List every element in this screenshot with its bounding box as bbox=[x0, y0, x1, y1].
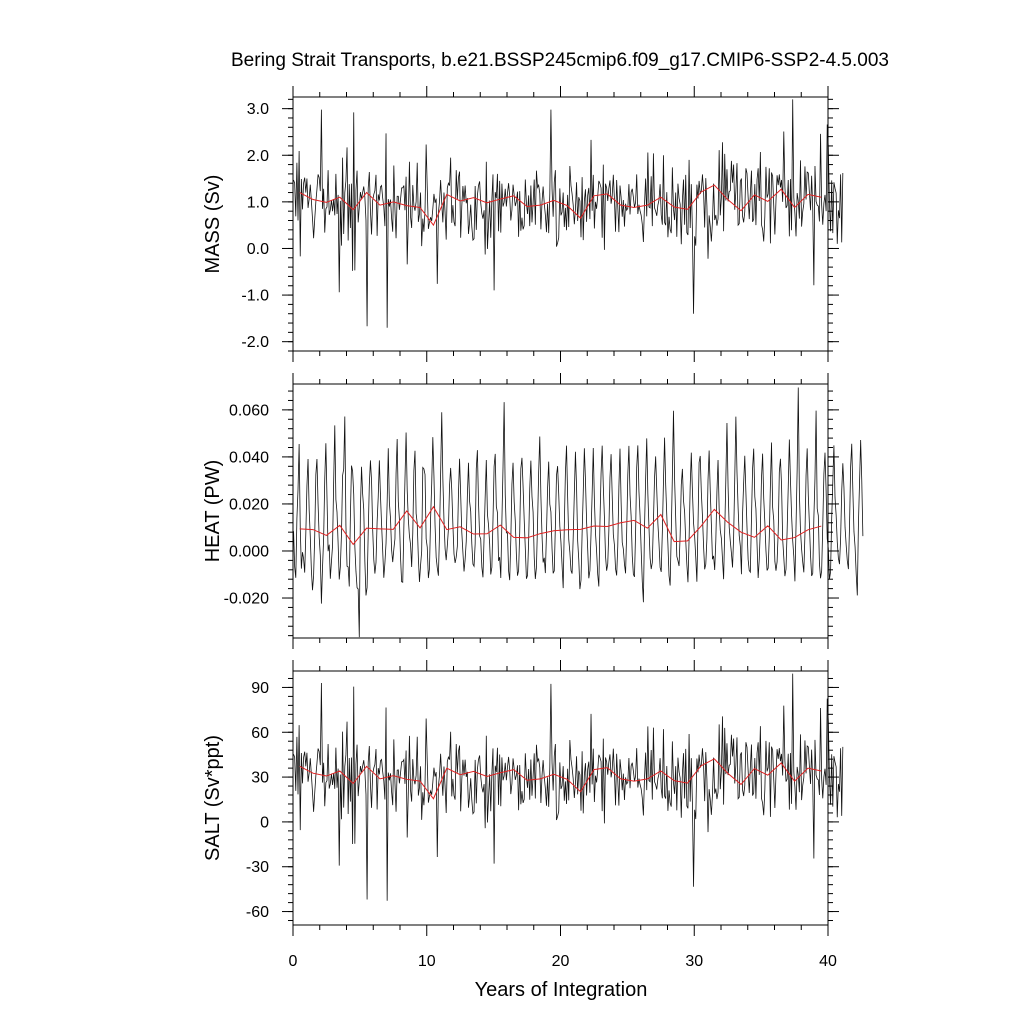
y-tick-label: -1.0 bbox=[241, 288, 269, 305]
series-annual-mean-line bbox=[299, 505, 822, 546]
series-raw-line bbox=[293, 99, 844, 328]
y-tick-label: 3.0 bbox=[247, 101, 269, 118]
x-tick-label: 0 bbox=[289, 953, 298, 970]
y-tick-label: 30 bbox=[251, 770, 269, 787]
x-tick-label: 40 bbox=[819, 953, 837, 970]
y-axis-label: HEAT (PW) bbox=[202, 460, 224, 563]
y-tick-label: 0.000 bbox=[229, 543, 269, 560]
panel-3: 90 60 30 0 -30 -60 SALT (Sv*ppt) bbox=[202, 660, 844, 936]
x-axis-label: Years of Integration bbox=[475, 979, 648, 1001]
y-tick-label: -0.020 bbox=[224, 591, 269, 608]
series-raw-line bbox=[293, 673, 844, 901]
x-tick-label: 10 bbox=[418, 953, 436, 970]
y-tick-label: -30 bbox=[246, 859, 269, 876]
y-tick-label: -2.0 bbox=[241, 334, 269, 351]
y-tick-label: 0.0 bbox=[247, 241, 269, 258]
plot-frame bbox=[292, 670, 829, 926]
panel-1: 3.0 2.0 1.0 0.0 -1.0 -2.0 MASS (Sv) bbox=[202, 86, 844, 362]
chart-title: Bering Strait Transports, b.e21.BSSP245c… bbox=[231, 50, 889, 71]
y-tick-label: 0.040 bbox=[229, 449, 269, 466]
x-tick-label: 30 bbox=[685, 953, 703, 970]
series-annual-mean-line bbox=[299, 758, 822, 800]
y-tick-label: 0.060 bbox=[229, 402, 269, 419]
y-axis-label: SALT (Sv*ppt) bbox=[202, 735, 224, 861]
y-tick-label: 2.0 bbox=[247, 148, 269, 165]
y-tick-label: 0.020 bbox=[229, 496, 269, 513]
y-axis-label: MASS (Sv) bbox=[202, 175, 224, 274]
y-tick-label: -60 bbox=[246, 904, 269, 921]
y-tick-label: 1.0 bbox=[247, 194, 269, 211]
series-annual-mean-line bbox=[299, 184, 822, 227]
y-tick-label: 60 bbox=[251, 725, 269, 742]
series-raw-line bbox=[293, 387, 864, 638]
x-tick-label: 20 bbox=[552, 953, 570, 970]
panel-2: 0.060 0.040 0.020 0.000 -0.020 HEAT (PW) bbox=[202, 373, 864, 649]
y-tick-label: 90 bbox=[251, 680, 269, 697]
plot-frame bbox=[292, 383, 829, 639]
plot-frame bbox=[292, 96, 829, 352]
y-tick-label: 0 bbox=[260, 814, 269, 831]
